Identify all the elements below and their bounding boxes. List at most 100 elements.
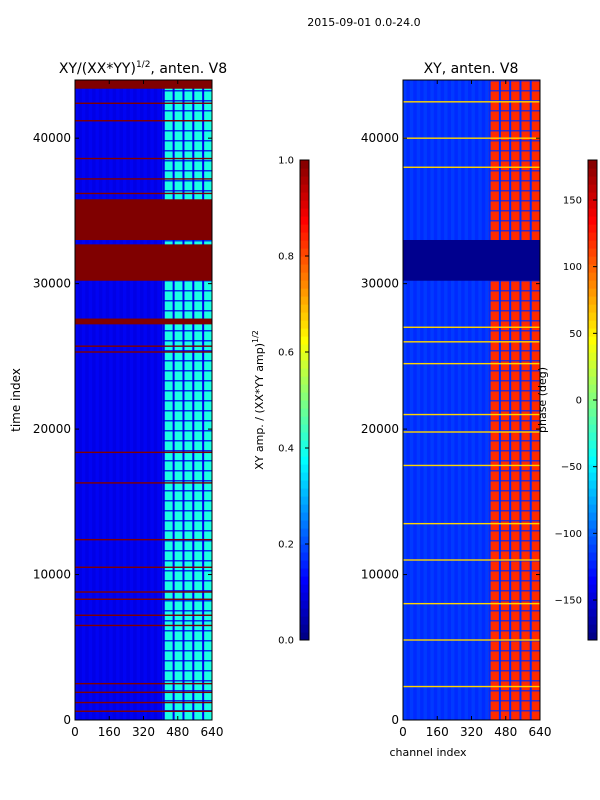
left-heatmap-channel-stripe: [116, 80, 120, 720]
right-colorbar-swatch: [588, 600, 597, 609]
right-heatmap-band-row: [488, 390, 540, 392]
left-y-axis-label: time index: [9, 368, 23, 432]
right-heatmap-channel-stripe: [450, 80, 455, 720]
left-colorbar-swatch: [300, 296, 309, 305]
right-colorbar-swatch: [588, 432, 597, 441]
left-colorbar-swatch: [300, 160, 309, 169]
right-heatmap-band-row: [488, 710, 540, 712]
right-heatmap-band-row: [488, 620, 540, 622]
left-heatmap-flag-line: [75, 120, 212, 122]
right-colorbar-tick-label: 50: [569, 329, 582, 340]
right-colorbar-swatch: [588, 216, 597, 225]
left-heatmap-flag-line: [75, 178, 212, 180]
right-colorbar-swatch: [588, 592, 597, 601]
right-heatmap-band-row: [488, 410, 540, 412]
left-colorbar-swatch: [300, 344, 309, 353]
right-heatmap-band-row: [488, 600, 540, 602]
right-colorbar-swatch: [588, 584, 597, 593]
right-ytick-label: 20000: [361, 422, 399, 436]
right-colorbar-swatch: [588, 232, 597, 241]
left-heatmap-flag-line: [75, 102, 212, 104]
right-colorbar-swatch: [588, 368, 597, 377]
right-colorbar-swatch: [588, 544, 597, 553]
right-heatmap-band-row: [488, 570, 540, 572]
right-heatmap-channel-stripe: [409, 80, 414, 720]
right-colorbar-swatch: [588, 184, 597, 193]
left-heatmap-band-row: [162, 140, 212, 142]
right-heatmap-band-row: [488, 230, 540, 232]
right-x-axis-label: channel index: [389, 746, 467, 759]
right-colorbar-swatch: [588, 224, 597, 233]
right-heatmap-flag-line: [403, 413, 540, 416]
right-colorbar-swatch: [588, 192, 597, 201]
right-heatmap-flag-line: [403, 166, 540, 168]
right-colorbar-tick-label: −50: [561, 462, 582, 473]
left-colorbar-swatch: [300, 440, 309, 449]
left-colorbar: 0.0 0.2 0.4 0.6 0.8 1.0 XY amp. / (XX*YY amp)…: [251, 156, 310, 647]
left-ytick-label: 0: [63, 713, 71, 727]
right-colorbar-swatch: [588, 328, 597, 337]
right-colorbar-swatch: [588, 616, 597, 625]
left-heatmap-channel-stripe: [102, 80, 106, 720]
left-heatmap-channel-stripe: [81, 80, 86, 720]
right-heatmap-channel-stripe: [478, 80, 482, 720]
left-heatmap-saturated-rows: [75, 244, 212, 281]
left-heatmap-flag-line: [75, 351, 212, 353]
right-colorbar-swatch: [588, 448, 597, 457]
left-heatmap-band-row: [162, 670, 212, 672]
left-heatmap-band-row: [162, 480, 212, 482]
right-colorbar-swatch: [588, 296, 597, 305]
left-heatmap-band-row: [162, 680, 212, 682]
right-colorbar-tick-label: −150: [555, 596, 582, 607]
left-colorbar-swatch: [300, 432, 309, 441]
right-heatmap-band-row: [488, 220, 540, 222]
right-xtick-label: 0: [399, 725, 407, 739]
right-colorbar-swatch: [588, 304, 597, 313]
left-heatmap-band-row: [162, 440, 212, 442]
right-heatmap-band-row: [488, 630, 540, 632]
left-colorbar-swatch: [300, 200, 309, 209]
left-heatmap-band-row: [162, 640, 212, 642]
left-colorbar-swatch: [300, 320, 309, 329]
left-colorbar-swatch: [300, 264, 309, 273]
left-heatmap-channel-stripe: [150, 80, 154, 720]
left-heatmap-band-row: [162, 700, 212, 702]
left-heatmap-flag-line: [75, 598, 212, 600]
left-heatmap-band-row: [162, 390, 212, 392]
left-colorbar-swatch: [300, 368, 309, 377]
right-xtick-label: 160: [426, 725, 449, 739]
right-heatmap-channel-stripe: [437, 80, 441, 720]
left-ytick-label: 10000: [33, 568, 71, 582]
left-heatmap-band-row: [162, 180, 212, 182]
left-heatmap-band-row: [162, 350, 212, 352]
left-heatmap-band-row: [162, 600, 212, 602]
left-xtick-label: 640: [201, 725, 224, 739]
right-heatmap-band-row: [488, 690, 540, 692]
right-colorbar-tick-label: 0: [576, 396, 582, 407]
left-heatmap-channel-stripe: [143, 80, 147, 720]
right-ytick-label: 10000: [361, 568, 399, 582]
right-colorbar-swatch: [588, 248, 597, 257]
right-heatmap-band-row: [488, 610, 540, 612]
right-heatmap-flag-line: [403, 685, 540, 688]
right-heatmap-flag-line: [403, 431, 540, 433]
right-panel-title: XY, anten. V8: [424, 61, 519, 77]
left-colorbar-swatch: [300, 288, 309, 297]
left-heatmap-band-row: [162, 500, 212, 502]
right-colorbar-swatch: [588, 408, 597, 417]
left-heatmap-band-row: [162, 590, 212, 592]
left-heatmap-band-row: [162, 580, 212, 582]
left-colorbar-tick-label: 0.6: [278, 348, 294, 359]
right-heatmap-band-row: [488, 160, 540, 162]
right-heatmap-band-row: [488, 130, 540, 132]
left-heatmap-band-row: [162, 420, 212, 422]
left-colorbar-swatch: [300, 384, 309, 393]
right-colorbar-swatch: [588, 168, 597, 177]
right-colorbar-swatch: [588, 256, 597, 265]
right-heatmap-band-row: [488, 90, 540, 92]
right-heatmap-flag-line: [403, 101, 540, 103]
right-heatmap-channel-stripe: [403, 80, 407, 720]
right-colorbar-gradient: [588, 160, 597, 640]
left-colorbar-swatch: [300, 352, 309, 361]
